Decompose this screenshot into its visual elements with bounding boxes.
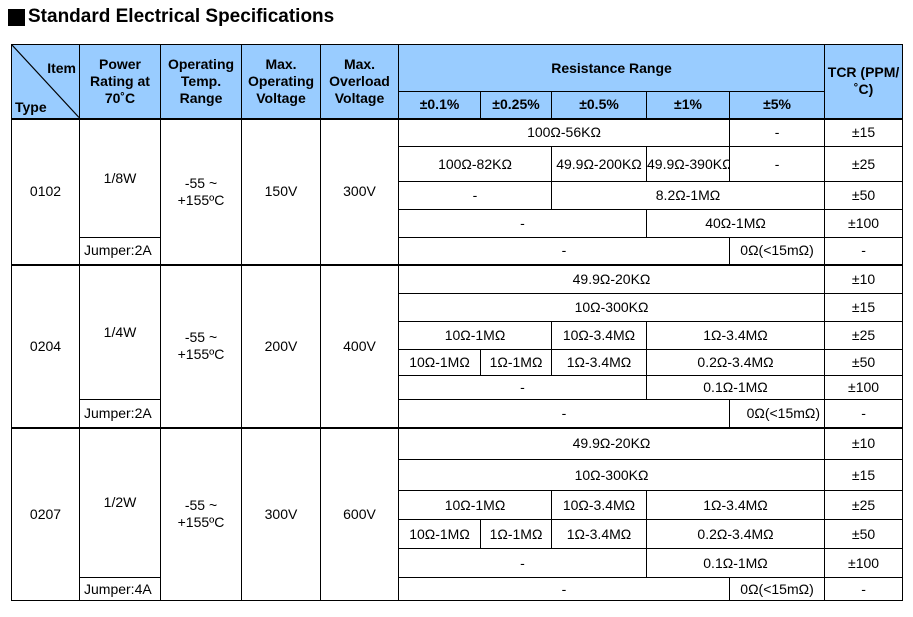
resistance-cell: 8.2Ω-1MΩ — [550, 181, 826, 210]
temp-cell: -55 ~ +155ºC — [160, 426, 242, 601]
tcr-cell: ±25 — [824, 321, 904, 350]
op-voltage-cell: 150V — [241, 117, 321, 265]
tcr-cell: ±15 — [824, 459, 904, 491]
tolerance-header: ±0.25% — [480, 91, 552, 119]
type-cell: 0207 — [11, 426, 80, 601]
resistance-cell: 0Ω(<15mΩ) — [728, 237, 826, 265]
temp-range-header: Operating Temp. Range — [160, 44, 242, 119]
resistance-cell: - — [728, 117, 826, 147]
tcr-cell: ±10 — [824, 263, 904, 294]
resistance-cell: 49.9Ω-390KΩ — [646, 146, 730, 182]
tcr-cell: ±15 — [824, 117, 904, 147]
resistance-cell: 0.1Ω-1MΩ — [645, 548, 826, 578]
tolerance-header: ±0.5% — [551, 91, 647, 119]
resistance-cell: 1Ω-3.4MΩ — [645, 490, 826, 520]
resistance-cell: 10Ω-300KΩ — [397, 293, 826, 322]
resistance-cell: 1Ω-3.4MΩ — [551, 519, 647, 549]
resistance-cell: 10Ω-1MΩ — [398, 490, 552, 520]
resistance-cell: - — [398, 375, 647, 400]
tcr-cell: ±50 — [824, 181, 904, 210]
type-cell: 0102 — [11, 117, 80, 265]
tcr-header: TCR (PPM/˚C) — [824, 44, 904, 119]
resistance-cell: 49.9Ω-20KΩ — [397, 426, 826, 460]
resistance-cell: - — [728, 146, 826, 182]
resistance-cell: - — [398, 237, 730, 265]
resistance-cell: 10Ω-3.4MΩ — [551, 321, 647, 350]
tcr-cell: ±25 — [824, 490, 904, 520]
resistance-cell: 0Ω(<15mΩ) — [728, 399, 826, 428]
tolerance-header: ±5% — [728, 91, 826, 119]
ov-voltage-cell: 300V — [320, 117, 399, 265]
op-voltage-cell: 200V — [241, 263, 321, 428]
temp-cell: -55 ~ +155ºC — [160, 263, 242, 428]
resistance-cell: 1Ω-1MΩ — [480, 519, 552, 549]
resistance-cell: - — [398, 399, 730, 428]
resistance-cell: 0Ω(<15mΩ) — [728, 577, 826, 601]
tolerance-header: ±0.1% — [398, 91, 481, 119]
resistance-cell: 10Ω-1MΩ — [398, 349, 481, 376]
resistance-cell: - — [398, 209, 647, 238]
power-cell: 1/4W — [79, 263, 161, 400]
item-type-header: Item Type — [11, 44, 80, 119]
resistance-cell: 10Ω-1MΩ — [398, 321, 552, 350]
resistance-cell: 100Ω-56KΩ — [398, 117, 730, 147]
resistance-cell: 49.9Ω-20KΩ — [397, 263, 826, 294]
tolerance-header: ±1% — [646, 91, 730, 119]
ov-voltage-cell: 600V — [320, 426, 399, 601]
power-rating-header: Power Rating at 70˚C — [79, 44, 161, 119]
page-title: Standard Electrical Specifications — [8, 6, 334, 28]
resistance-cell: 0.2Ω-3.4MΩ — [645, 519, 826, 549]
tcr-cell: - — [824, 399, 904, 428]
power-cell: 1/2W — [79, 426, 161, 578]
op-voltage-cell: 300V — [241, 426, 321, 601]
power-cell: 1/8W — [79, 117, 161, 238]
resistance-range-header: Resistance Range — [397, 44, 826, 92]
tcr-cell: ±100 — [824, 375, 904, 400]
specifications-table: Item Type Power Rating at 70˚C Operating… — [11, 44, 904, 601]
tcr-cell: ±10 — [824, 426, 904, 460]
tcr-cell: ±50 — [824, 349, 904, 376]
resistance-cell: 10Ω-1MΩ — [398, 519, 481, 549]
type-cell: 0204 — [11, 263, 80, 428]
resistance-cell: 0.1Ω-1MΩ — [645, 375, 826, 400]
resistance-cell: 1Ω-1MΩ — [480, 349, 552, 376]
temp-cell: -55 ~ +155ºC — [160, 117, 242, 265]
resistance-cell: 49.9Ω-200KΩ — [551, 146, 647, 182]
tcr-cell: ±50 — [824, 519, 904, 549]
tcr-cell: ±100 — [824, 548, 904, 578]
tcr-cell: ±25 — [824, 146, 904, 182]
jumper-cell: Jumper:4A — [79, 577, 161, 601]
resistance-cell: - — [398, 548, 647, 578]
diagonal-line — [12, 45, 79, 118]
type-header-label: Type — [15, 98, 47, 115]
resistance-cell: 1Ω-3.4MΩ — [645, 321, 826, 350]
jumper-cell: Jumper:2A — [79, 237, 161, 265]
page-title-text: Standard Electrical Specifications — [28, 6, 335, 27]
jumper-cell: Jumper:2A — [79, 399, 161, 428]
resistance-cell: 100Ω-82KΩ — [398, 146, 552, 182]
resistance-cell: 0.2Ω-3.4MΩ — [645, 349, 826, 376]
square-bullet-icon — [8, 8, 25, 26]
item-header-label: Item — [47, 60, 76, 76]
tcr-cell: - — [824, 577, 904, 601]
operating-voltage-header: Max. Operating Voltage — [241, 44, 321, 119]
tcr-cell: ±15 — [824, 293, 904, 322]
tcr-cell: ±100 — [824, 209, 904, 238]
resistance-cell: - — [398, 577, 730, 601]
resistance-cell: 40Ω-1MΩ — [645, 209, 826, 238]
resistance-cell: 10Ω-3.4MΩ — [551, 490, 647, 520]
resistance-cell: - — [398, 181, 552, 210]
resistance-cell: 10Ω-300KΩ — [397, 459, 826, 491]
ov-voltage-cell: 400V — [320, 263, 399, 428]
resistance-cell: 1Ω-3.4MΩ — [551, 349, 647, 376]
tcr-cell: - — [824, 237, 904, 265]
overload-voltage-header: Max. Overload Voltage — [320, 44, 399, 119]
